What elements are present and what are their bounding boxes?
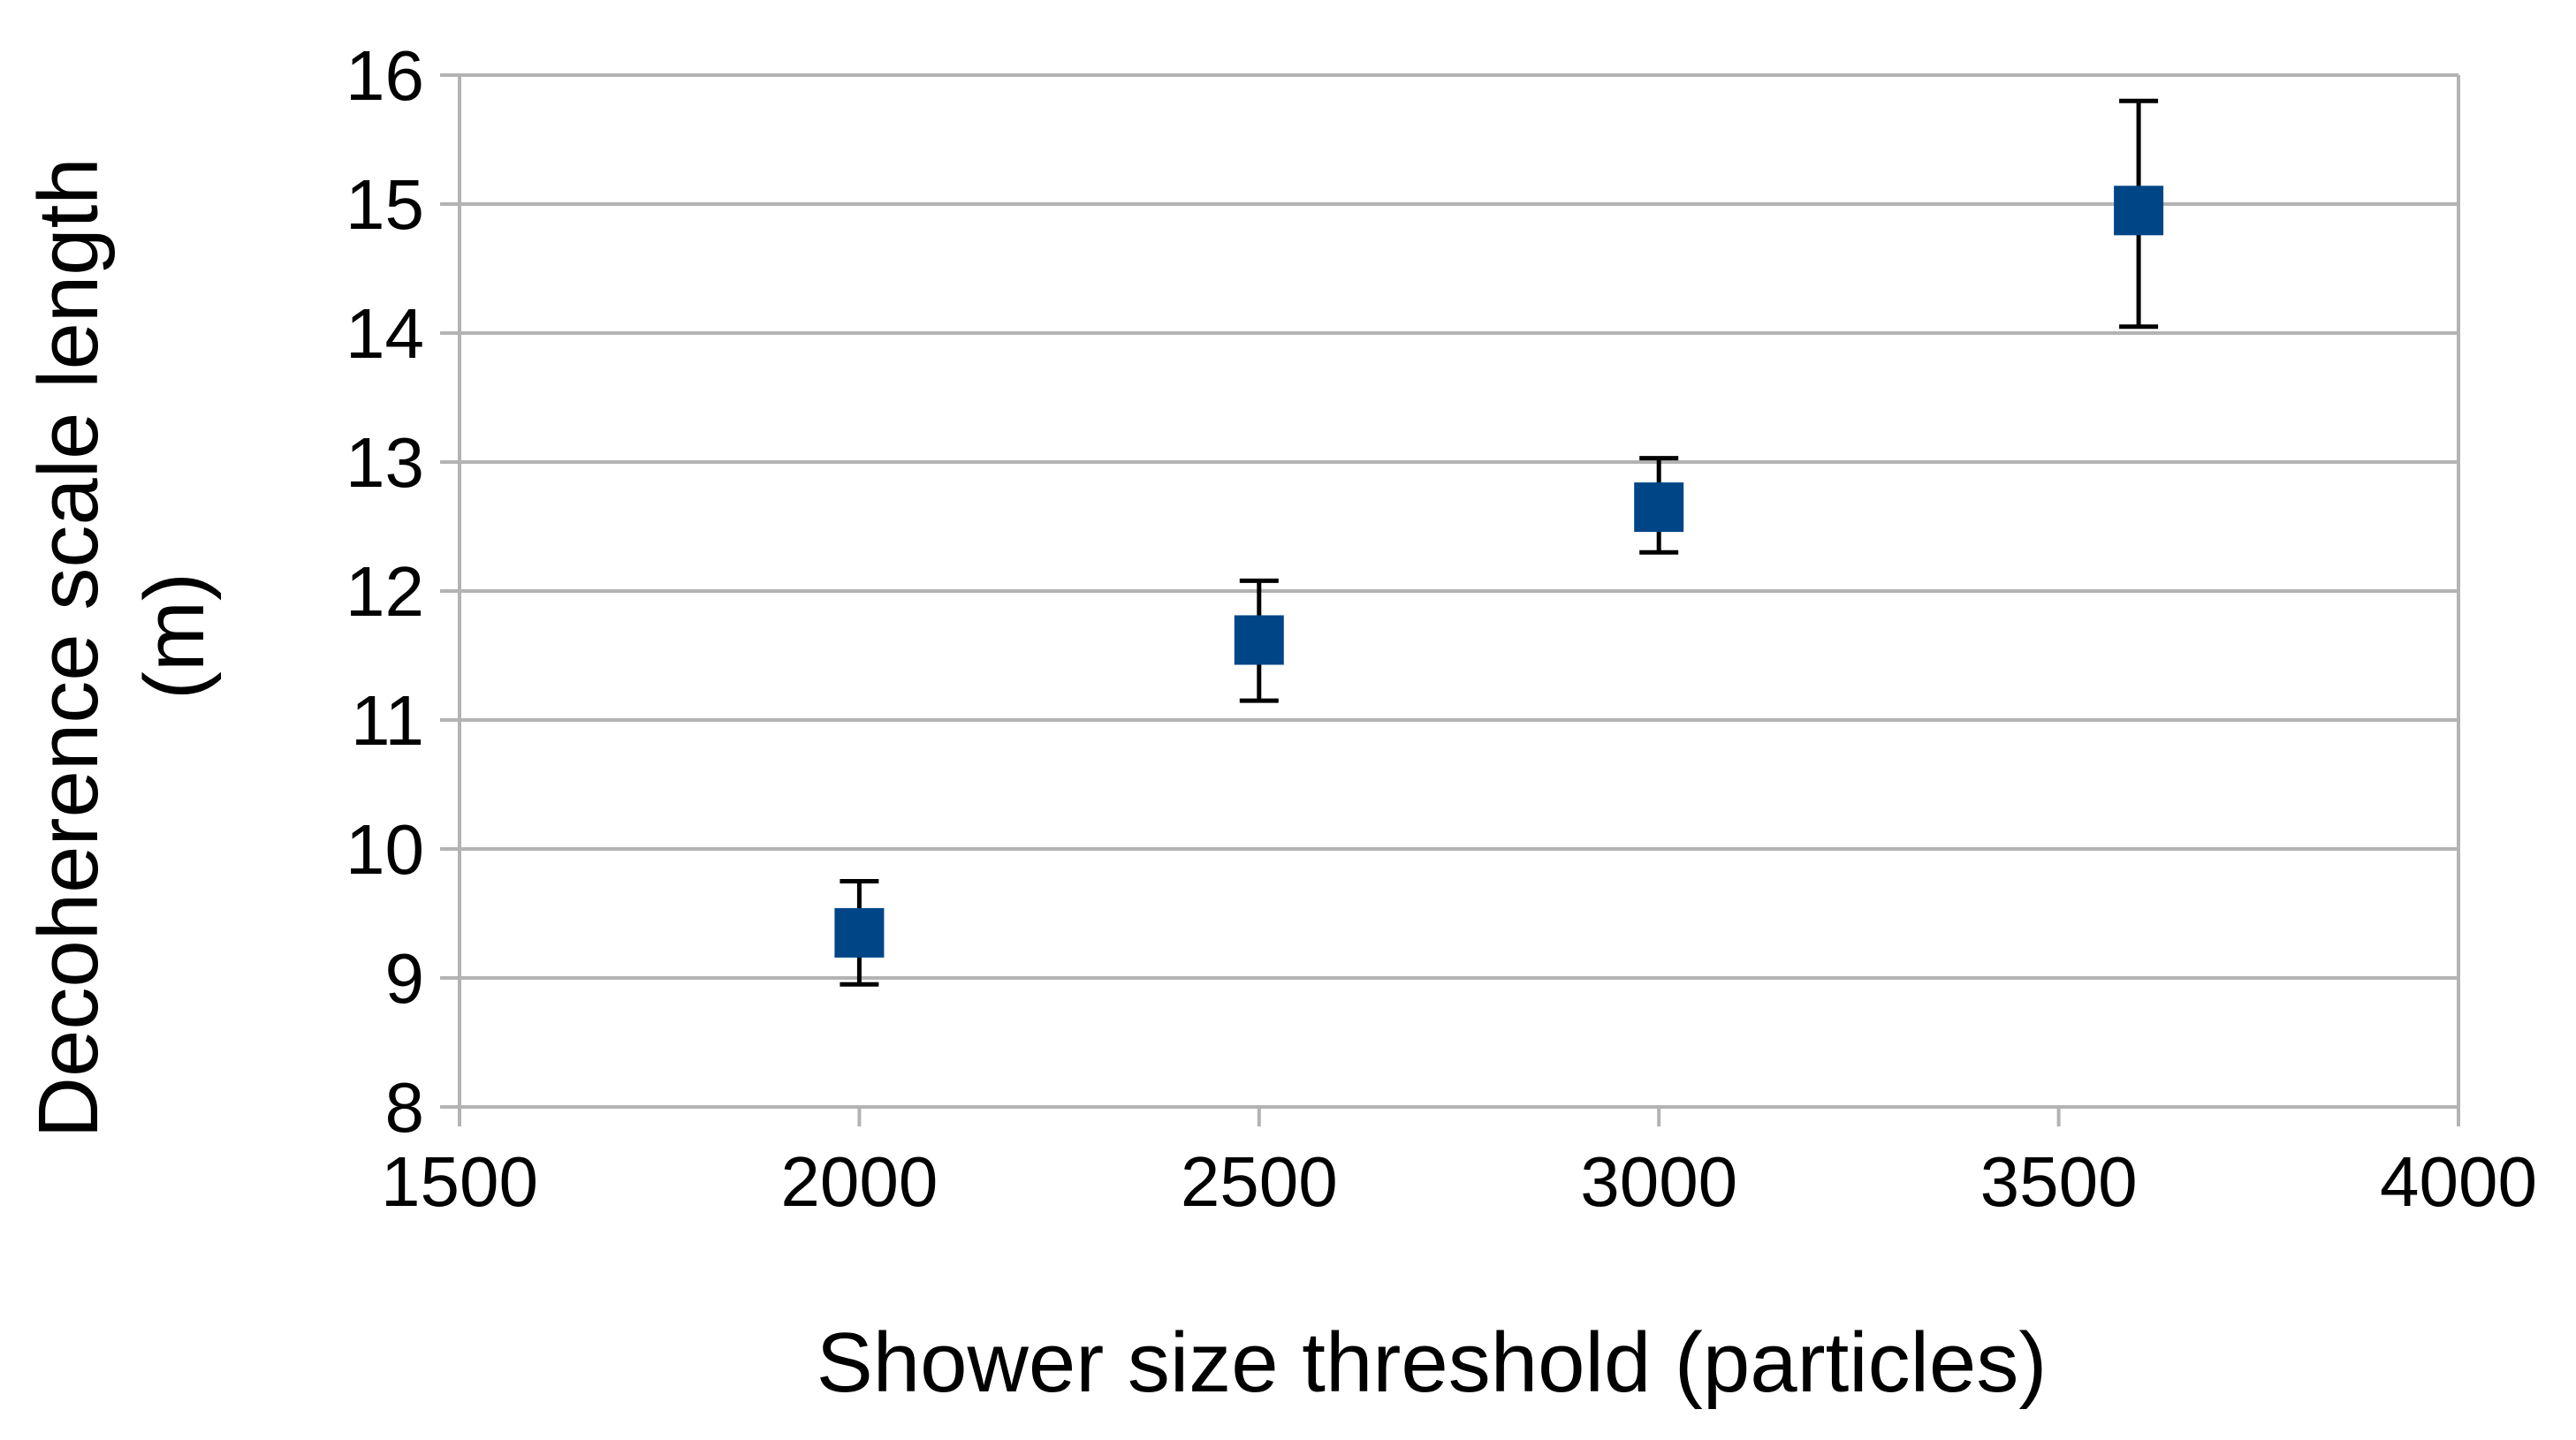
y-tick-label: 10	[346, 810, 424, 889]
x-tick-label: 2000	[780, 1142, 938, 1221]
data-point-marker	[1634, 482, 1684, 533]
data-point-marker	[834, 907, 885, 958]
y-axis-title-line-2: (m)	[127, 572, 222, 700]
x-tick-label: 3500	[1980, 1142, 2138, 1221]
y-tick-label: 8	[385, 1068, 425, 1147]
y-tick-label: 15	[346, 165, 424, 244]
x-axis-title: Shower size threshold (particles)	[817, 1315, 2048, 1410]
data-point-marker	[1234, 615, 1284, 665]
tick-label-layer: 8 9 10 11 12 13 14 15 16 1500 2000 2500 3000 3500 4000	[346, 36, 2537, 1221]
x-tick-label: 4000	[2380, 1142, 2537, 1221]
y-tick-label: 12	[346, 552, 424, 631]
y-tick-label: 14	[346, 294, 424, 373]
data-layer	[834, 98, 2164, 987]
y-tick-label: 16	[346, 36, 424, 115]
y-tick-label: 11	[351, 681, 424, 760]
y-axis-title-line-1: Decoherence scale length	[21, 157, 116, 1138]
x-tick-label: 2500	[1181, 1142, 1338, 1221]
y-tick-label: 13	[346, 423, 424, 502]
data-point-marker	[2114, 186, 2164, 236]
y-axis-title: Decoherence scale length (m)	[21, 134, 222, 1139]
axis-layer	[440, 73, 2460, 1126]
x-tick-label: 3000	[1580, 1142, 1737, 1221]
y-tick-label: 9	[385, 939, 425, 1018]
x-tick-label: 1500	[381, 1142, 538, 1221]
